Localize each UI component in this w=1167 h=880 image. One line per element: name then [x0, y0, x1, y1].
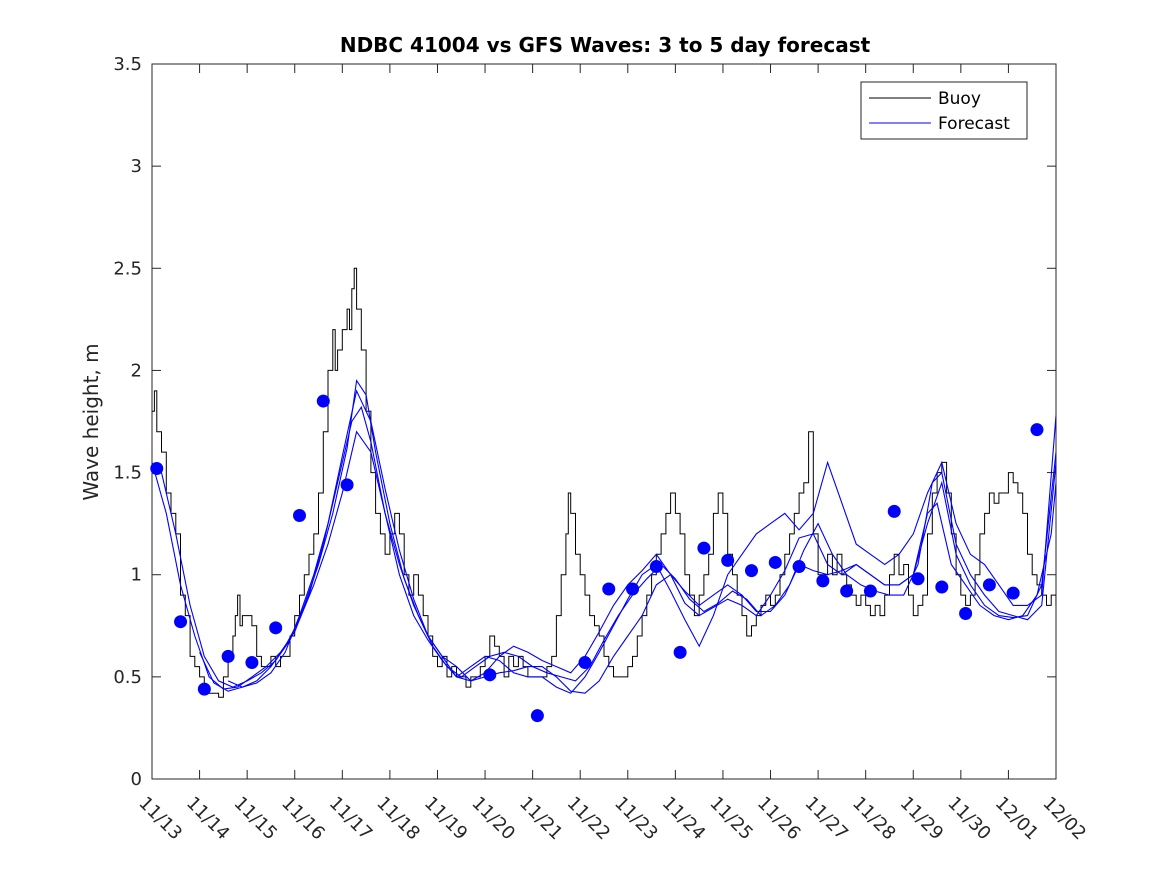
buoy-series-line	[152, 267, 1056, 698]
forecast-marker	[816, 574, 830, 588]
y-tick-label: 2	[131, 360, 142, 381]
x-tick-label: 11/16	[277, 793, 329, 845]
forecast-marker	[1030, 423, 1044, 437]
forecast-marker	[626, 582, 640, 596]
x-tick-label: 11/27	[801, 793, 853, 845]
forecast-marker	[721, 553, 735, 567]
forecast-marker	[840, 584, 854, 598]
x-tick-label: 11/23	[610, 793, 662, 845]
y-axis-label: Wave height, m	[79, 343, 103, 500]
x-tick-label: 11/19	[420, 793, 472, 845]
forecast-marker	[221, 649, 235, 663]
forecast-marker	[530, 709, 544, 723]
forecast-marker	[697, 541, 711, 555]
forecast-marker	[744, 564, 758, 578]
y-tick-label: 2.5	[113, 258, 142, 279]
forecast-marker	[483, 668, 497, 682]
forecast-marker	[602, 582, 616, 596]
legend-label-forecast: Forecast	[938, 114, 1010, 134]
forecast-marker	[1006, 586, 1020, 600]
x-tick-label: 11/24	[658, 793, 710, 845]
forecast-marker	[935, 580, 949, 594]
forecast-series-line-2	[160, 379, 1056, 688]
forecast-marker	[340, 478, 354, 492]
forecast-marker	[911, 572, 925, 586]
y-tick-label: 3	[131, 156, 142, 177]
legend: Buoy Forecast	[860, 81, 1028, 140]
x-tick-label: 11/13	[134, 793, 186, 845]
forecast-series-line-4	[227, 415, 1056, 694]
legend-label-buoy: Buoy	[938, 89, 981, 109]
forecast-marker	[150, 461, 164, 475]
forecast-marker	[768, 555, 782, 569]
forecast-marker	[673, 645, 687, 659]
forecast-marker	[174, 615, 188, 629]
y-tick-label: 0	[131, 769, 142, 790]
forecast-marker	[863, 584, 877, 598]
x-tick-label: 12/02	[1038, 793, 1090, 845]
x-tick-label: 11/26	[753, 793, 805, 845]
x-tick-label: 11/15	[230, 793, 282, 845]
x-tick-label: 11/29	[896, 793, 948, 845]
chart-title: NDBC 41004 vs GFS Waves: 3 to 5 day fore…	[340, 33, 871, 57]
x-tick-label: 11/20	[468, 793, 520, 845]
x-tick-label: 12/01	[991, 793, 1043, 845]
forecast-marker	[316, 394, 330, 408]
x-tick-label: 11/14	[182, 793, 234, 845]
x-tick-label: 11/21	[515, 793, 567, 845]
forecast-marker	[649, 560, 663, 574]
x-tick-label: 11/25	[705, 793, 757, 845]
forecast-marker	[792, 560, 806, 574]
forecast-marker	[292, 508, 306, 522]
y-tick-label: 0.5	[113, 667, 142, 688]
legend-box	[860, 81, 1028, 140]
plot-area: 00.511.522.533.511/1311/1411/1511/1611/1…	[113, 54, 1090, 844]
x-tick-label: 11/28	[848, 793, 900, 845]
y-tick-label: 1.5	[113, 463, 142, 484]
forecast-marker	[578, 656, 592, 670]
y-tick-label: 3.5	[113, 54, 142, 75]
forecast-marker	[269, 621, 283, 635]
x-tick-label: 11/18	[372, 793, 424, 845]
forecast-marker	[245, 656, 259, 670]
forecast-marker	[197, 682, 211, 696]
x-tick-label: 11/22	[563, 793, 615, 845]
x-tick-label: 11/30	[943, 793, 995, 845]
forecast-marker	[982, 578, 996, 592]
forecast-marker	[887, 504, 901, 518]
y-tick-label: 1	[131, 565, 142, 586]
forecast-marker	[959, 607, 973, 621]
x-tick-label: 11/17	[325, 793, 377, 845]
